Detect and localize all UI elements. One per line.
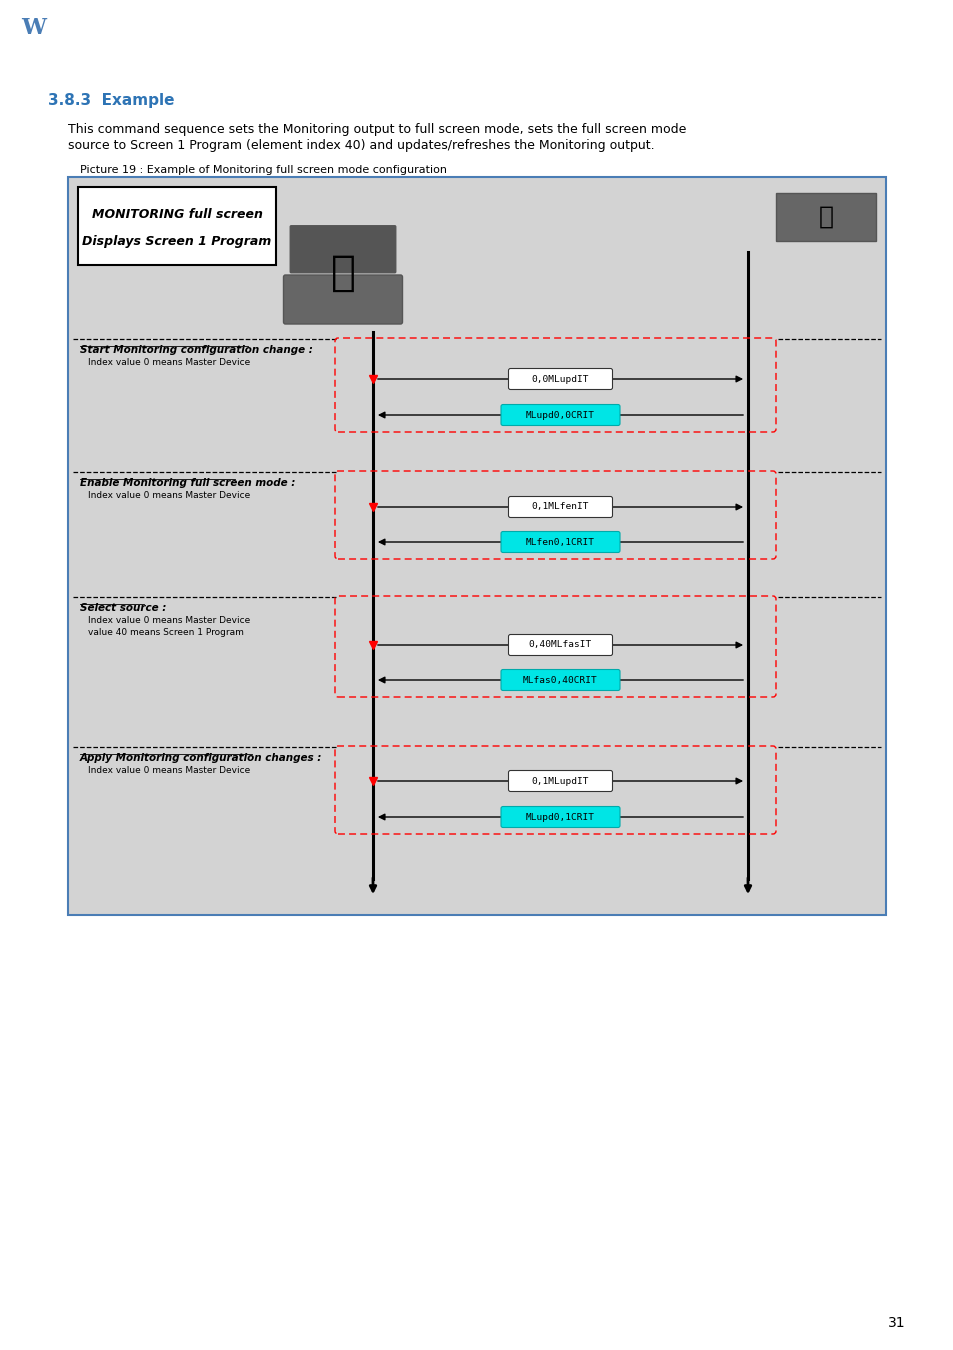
Text: Start Monitoring configuration change :: Start Monitoring configuration change : (80, 346, 313, 355)
FancyBboxPatch shape (775, 193, 875, 242)
FancyBboxPatch shape (68, 177, 885, 915)
FancyBboxPatch shape (508, 634, 612, 656)
Text: Apply Monitoring configuration changes :: Apply Monitoring configuration changes : (80, 753, 322, 763)
Text: Displays Screen 1 Program: Displays Screen 1 Program (82, 235, 272, 248)
FancyBboxPatch shape (508, 497, 612, 517)
Text: Index value 0 means Master Device: Index value 0 means Master Device (88, 765, 250, 775)
Text: 0,40MLfasIT: 0,40MLfasIT (528, 640, 592, 649)
Text: 💻: 💻 (330, 252, 355, 294)
Text: This command sequence sets the Monitoring output to full screen mode, sets the f: This command sequence sets the Monitorin… (68, 123, 685, 136)
Text: W: W (22, 18, 47, 39)
Text: Index value 0 means Master Device: Index value 0 means Master Device (88, 616, 250, 625)
Text: Index value 0 means Master Device: Index value 0 means Master Device (88, 358, 250, 367)
FancyBboxPatch shape (508, 369, 612, 390)
Text: 0,0MLupdIT: 0,0MLupdIT (531, 374, 589, 383)
Text: value 40 means Screen 1 Program: value 40 means Screen 1 Program (88, 628, 244, 637)
Text: ANALOG WAY®: ANALOG WAY® (68, 19, 220, 36)
Text: MONITORING full screen: MONITORING full screen (91, 208, 262, 221)
Text: MLfas0,40CRIT: MLfas0,40CRIT (522, 675, 598, 684)
Text: 🖥: 🖥 (818, 205, 833, 230)
FancyBboxPatch shape (78, 188, 275, 265)
Text: Index value 0 means Master Device: Index value 0 means Master Device (88, 491, 250, 500)
Text: Select source :: Select source : (80, 603, 166, 613)
FancyBboxPatch shape (8, 5, 60, 49)
FancyBboxPatch shape (500, 532, 619, 552)
Text: 3.8.3  Example: 3.8.3 Example (48, 93, 174, 108)
FancyBboxPatch shape (500, 405, 619, 425)
Text: 0,1MLupdIT: 0,1MLupdIT (531, 776, 589, 786)
FancyBboxPatch shape (508, 771, 612, 791)
Text: MLfen0,1CRIT: MLfen0,1CRIT (525, 537, 595, 547)
Text: Enable Monitoring full screen mode :: Enable Monitoring full screen mode : (80, 478, 295, 487)
Text: source to Screen 1 Program (element index 40) and updates/refreshes the Monitori: source to Screen 1 Program (element inde… (68, 139, 654, 153)
Text: MLupd0,0CRIT: MLupd0,0CRIT (525, 410, 595, 420)
Text: PROGRAMMER'S GUIDE FOR v02.00.46: PROGRAMMER'S GUIDE FOR v02.00.46 (586, 19, 945, 36)
Text: 31: 31 (887, 1316, 905, 1330)
FancyBboxPatch shape (500, 806, 619, 828)
Text: 0,1MLfenIT: 0,1MLfenIT (531, 502, 589, 512)
Text: Picture 19 : Example of Monitoring full screen mode configuration: Picture 19 : Example of Monitoring full … (80, 165, 447, 176)
FancyBboxPatch shape (290, 225, 395, 273)
FancyBboxPatch shape (283, 275, 402, 324)
Text: MLupd0,1CRIT: MLupd0,1CRIT (525, 813, 595, 822)
FancyBboxPatch shape (500, 670, 619, 690)
